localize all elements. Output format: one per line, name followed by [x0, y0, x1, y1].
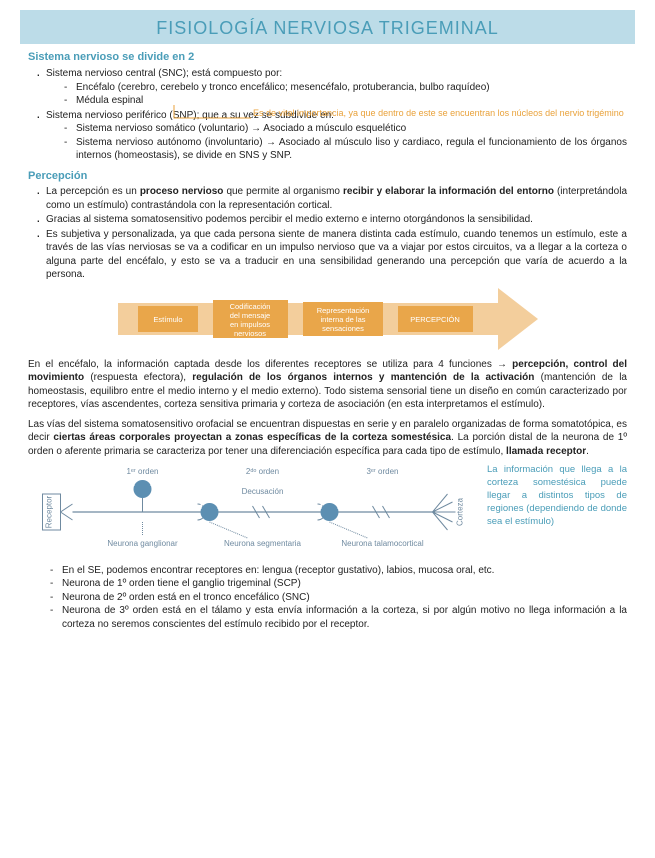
page-title: FISIOLOGÍA NERVIOSA TRIGEMINAL: [20, 10, 635, 44]
svg-text:PERCEPCIÓN: PERCEPCIÓN: [410, 315, 460, 324]
document-body: Sistema nervioso se divide en 2 Sistema …: [0, 50, 655, 631]
bullet-se: En el SE, podemos encontrar receptores e…: [50, 564, 627, 578]
p4d: llamada receptor: [506, 446, 586, 457]
p1d: recibir y elaborar la información del en…: [343, 186, 554, 197]
snc-text: Sistema nervioso central (SNC); está com…: [46, 68, 282, 79]
svg-text:Neurona segmentaria: Neurona segmentaria: [224, 539, 301, 548]
snp-autonomo: Sistema nervioso autónomo (involuntario)…: [64, 136, 627, 163]
svg-text:Codificación: Codificación: [229, 302, 270, 311]
svg-text:2ᵈᵒ orden: 2ᵈᵒ orden: [246, 467, 279, 476]
neuron-diagram: 1ᵉʳ orden 2ᵈᵒ orden 3ᵉʳ orden Decusación…: [28, 464, 477, 559]
svg-text:Neurona ganglionar: Neurona ganglionar: [107, 539, 178, 548]
annotation-text: Es de vital importancia, ya que dentro d…: [253, 107, 633, 119]
p3c: (respuesta efectora),: [84, 372, 192, 383]
p4b: ciertas áreas corporales proyectan a zon…: [53, 432, 451, 443]
bullet-n1: Neurona de 1º orden tiene el ganglio tri…: [50, 577, 627, 591]
svg-text:Corteza: Corteza: [456, 498, 465, 527]
flow-stage-2: Representación interna de las sensacione…: [303, 302, 383, 336]
percepcion-p1: La percepción es un proceso nervioso que…: [36, 185, 627, 212]
p3a: En el encéfalo, la información captada d…: [28, 359, 512, 370]
svg-text:Receptor: Receptor: [45, 496, 54, 529]
svg-text:Neurona talamocortical: Neurona talamocortical: [341, 539, 423, 548]
snc-medula: Médula espinal: [64, 94, 627, 108]
p3d: regulación de los órganos internos y man…: [192, 372, 534, 383]
percepcion-p3: Es subjetiva y personalizada, ya que cad…: [36, 228, 627, 282]
flow-stage-3: PERCEPCIÓN: [398, 306, 473, 332]
p4e: .: [586, 446, 589, 457]
p1c: que permite al organismo: [223, 186, 343, 197]
svg-text:interna de las: interna de las: [320, 315, 365, 324]
snc-item: Sistema nervioso central (SNC); está com…: [36, 67, 627, 108]
section-heading-2: Percepción: [28, 169, 627, 184]
bullet-n3: Neurona de 3º orden está en el tálamo y …: [50, 604, 627, 631]
svg-text:en impulsos: en impulsos: [229, 320, 269, 329]
svg-text:Estímulo: Estímulo: [153, 315, 182, 324]
section-heading-1: Sistema nervioso se divide en 2: [28, 50, 627, 65]
svg-text:sensaciones: sensaciones: [322, 324, 364, 333]
para-vias: Las vías del sistema somatosensitivo oro…: [28, 418, 627, 459]
final-bullets: En el SE, podemos encontrar receptores e…: [28, 564, 627, 632]
p1a: La percepción es un: [46, 186, 140, 197]
svg-text:3ᵉʳ orden: 3ᵉʳ orden: [366, 467, 398, 476]
section-1-list-wrap: Sistema nervioso central (SNC); está com…: [28, 67, 627, 163]
flow-diagram: Estímulo Codificación del mensaje en imp…: [28, 288, 627, 350]
snc-encefalo: Encéfalo (cerebro, cerebelo y tronco enc…: [64, 81, 627, 95]
svg-text:nerviosos: nerviosos: [233, 329, 265, 338]
annotation-connector: [173, 104, 253, 122]
svg-text:Decusación: Decusación: [242, 487, 284, 496]
diagram-row: 1ᵉʳ orden 2ᵈᵒ orden 3ᵉʳ orden Decusación…: [28, 464, 627, 564]
p1b: proceso nervioso: [140, 186, 224, 197]
svg-text:del mensaje: del mensaje: [229, 311, 269, 320]
percepcion-list: La percepción es un proceso nervioso que…: [28, 185, 627, 282]
diagram-note: La información que llega a la corteza so…: [487, 464, 627, 564]
flow-stage-1: Codificación del mensaje en impulsos ner…: [213, 300, 288, 338]
snp-somatico: Sistema nervioso somático (voluntario) →…: [64, 122, 627, 136]
flow-stage-0: Estímulo: [138, 306, 198, 332]
para-encefalo: En el encéfalo, la información captada d…: [28, 358, 627, 412]
bullet-n2: Neurona de 2º orden está en el tronco en…: [50, 591, 627, 605]
percepcion-p2: Gracias al sistema somatosensitivo podem…: [36, 213, 627, 227]
svg-text:1ᵉʳ orden: 1ᵉʳ orden: [126, 467, 158, 476]
svg-text:Representación: Representación: [316, 306, 369, 315]
